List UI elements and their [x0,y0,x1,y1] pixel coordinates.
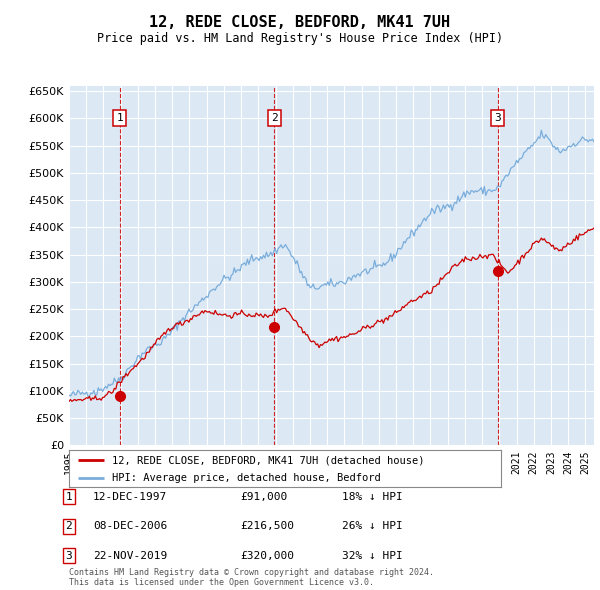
Text: Price paid vs. HM Land Registry's House Price Index (HPI): Price paid vs. HM Land Registry's House … [97,32,503,45]
Text: 1: 1 [116,113,123,123]
Text: £320,000: £320,000 [240,551,294,560]
Text: HPI: Average price, detached house, Bedford: HPI: Average price, detached house, Bedf… [112,473,381,483]
Text: 3: 3 [494,113,501,123]
Text: 1: 1 [65,492,73,502]
Text: 2: 2 [271,113,278,123]
Text: £91,000: £91,000 [240,492,287,502]
Text: 18% ↓ HPI: 18% ↓ HPI [342,492,403,502]
Text: 26% ↓ HPI: 26% ↓ HPI [342,522,403,531]
Text: 3: 3 [65,551,73,560]
Text: £216,500: £216,500 [240,522,294,531]
Text: 32% ↓ HPI: 32% ↓ HPI [342,551,403,560]
Text: 12, REDE CLOSE, BEDFORD, MK41 7UH (detached house): 12, REDE CLOSE, BEDFORD, MK41 7UH (detac… [112,455,425,465]
Text: 22-NOV-2019: 22-NOV-2019 [93,551,167,560]
Text: 12, REDE CLOSE, BEDFORD, MK41 7UH: 12, REDE CLOSE, BEDFORD, MK41 7UH [149,15,451,30]
Text: 12-DEC-1997: 12-DEC-1997 [93,492,167,502]
Text: Contains HM Land Registry data © Crown copyright and database right 2024.
This d: Contains HM Land Registry data © Crown c… [69,568,434,587]
Text: 08-DEC-2006: 08-DEC-2006 [93,522,167,531]
Text: 2: 2 [65,522,73,531]
